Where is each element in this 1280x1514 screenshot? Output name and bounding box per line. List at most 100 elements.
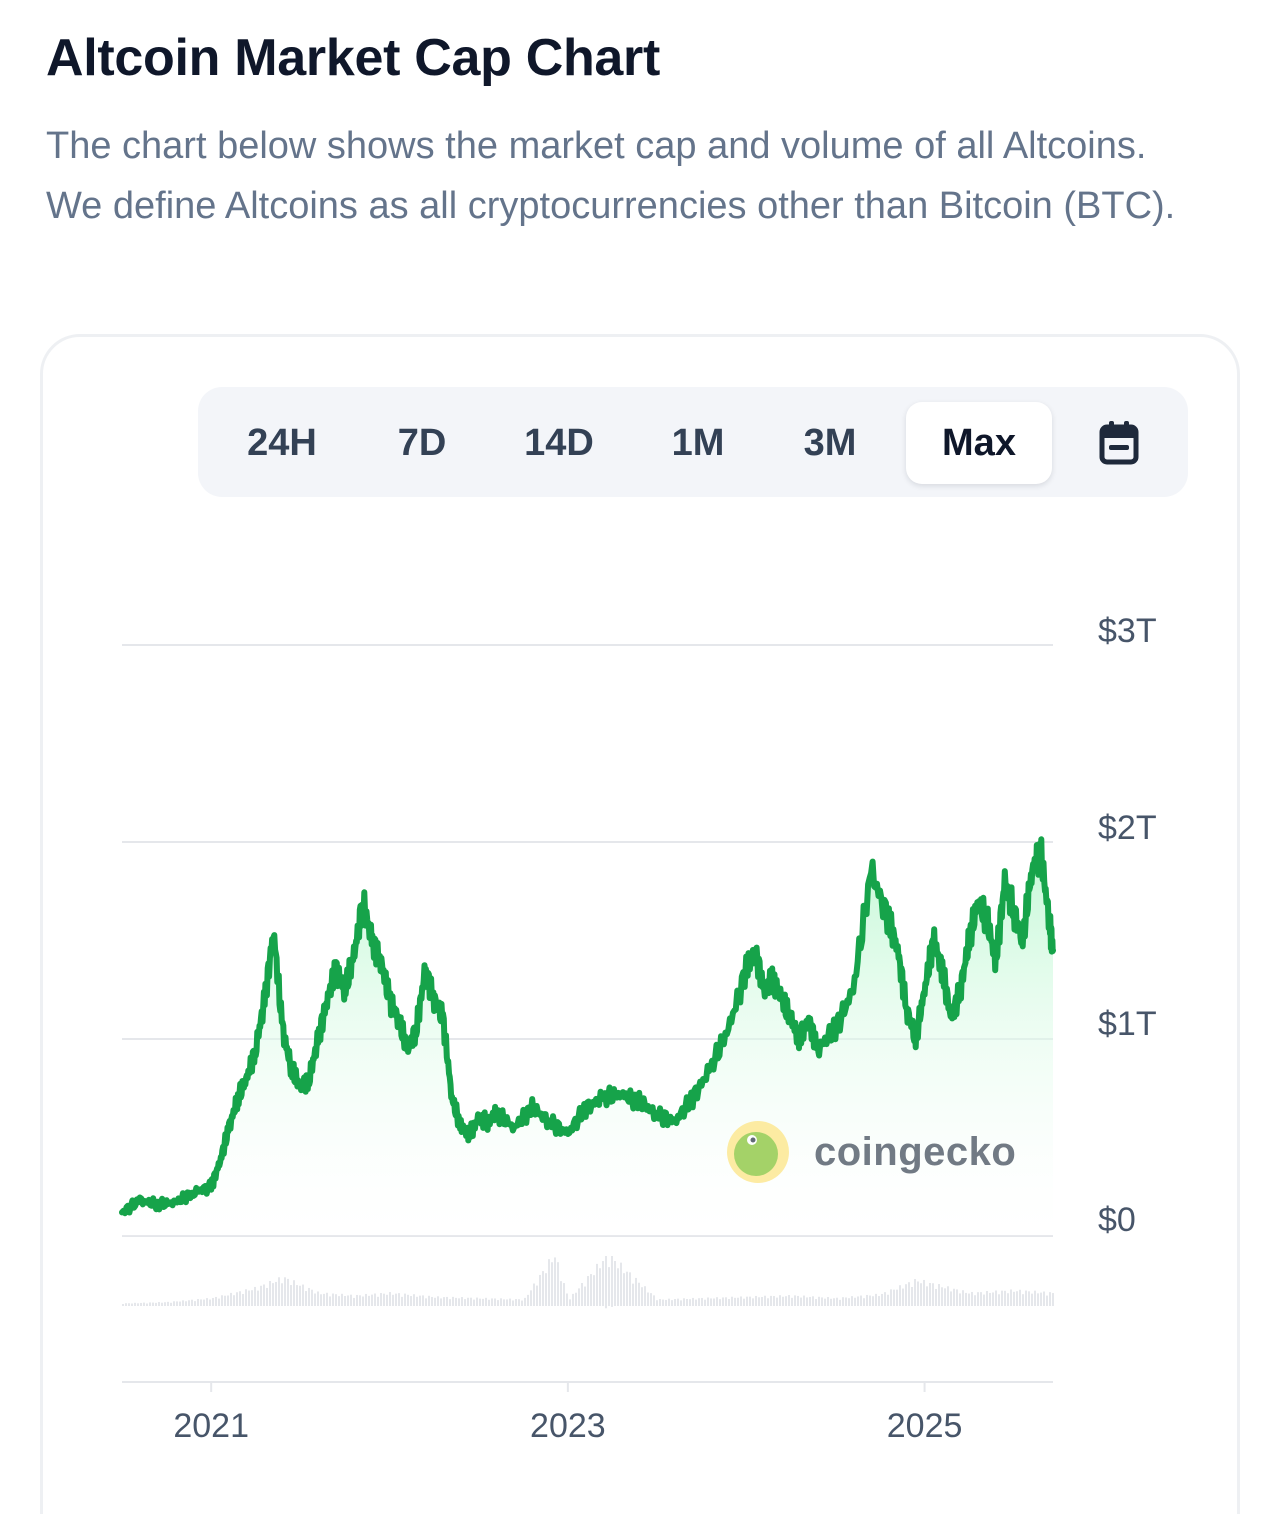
volume-bar xyxy=(938,1284,940,1306)
volume-bar xyxy=(779,1295,781,1306)
volume-bar xyxy=(275,1281,277,1306)
volume-bar xyxy=(197,1299,199,1306)
volume-bar xyxy=(1031,1293,1033,1306)
range-3m-button[interactable]: 3M xyxy=(803,422,857,464)
volume-bar xyxy=(209,1299,211,1306)
volume-bar xyxy=(764,1295,766,1306)
volume-bar xyxy=(296,1285,298,1306)
volume-bar xyxy=(362,1296,364,1306)
volume-bar xyxy=(686,1298,688,1306)
volume-bar xyxy=(623,1273,625,1306)
volume-bar xyxy=(359,1295,361,1306)
volume-bar xyxy=(1025,1290,1027,1306)
volume-bar xyxy=(782,1296,784,1306)
volume-bar xyxy=(341,1293,343,1306)
volume-bar xyxy=(899,1285,901,1306)
volume-bar xyxy=(140,1302,142,1306)
volume-bar xyxy=(257,1290,259,1306)
volume-bar xyxy=(326,1292,328,1306)
volume-bar xyxy=(422,1295,424,1306)
range-7d-button[interactable]: 7D xyxy=(397,422,447,464)
volume-bar xyxy=(224,1295,226,1306)
range-selector: 24H 7D 14D 1M 3M Max xyxy=(198,387,1188,497)
volume-bar xyxy=(920,1283,922,1306)
volume-bar xyxy=(905,1284,907,1306)
x-tick-label-2023: 2023 xyxy=(530,1407,606,1445)
volume-bar xyxy=(416,1296,418,1306)
range-1m-button[interactable]: 1M xyxy=(671,422,725,464)
volume-bar xyxy=(569,1299,571,1306)
volume-bar xyxy=(659,1299,661,1306)
volume-bar xyxy=(911,1286,913,1306)
volume-bar xyxy=(146,1303,148,1306)
volume-bar xyxy=(644,1286,646,1306)
volume-bar xyxy=(194,1301,196,1306)
volume-bar xyxy=(470,1297,472,1306)
y-tick-label-2t: $2T xyxy=(1098,809,1157,847)
volume-bar xyxy=(626,1271,628,1306)
volume-bar xyxy=(227,1295,229,1306)
volume-bar xyxy=(248,1290,250,1306)
volume-bar xyxy=(287,1278,289,1306)
volume-bar xyxy=(425,1298,427,1306)
volume-bar xyxy=(941,1287,943,1306)
volume-bar xyxy=(260,1285,262,1306)
volume-bar xyxy=(947,1286,949,1306)
volume-bar xyxy=(488,1299,490,1306)
volume-bar xyxy=(185,1301,187,1306)
range-24h-button[interactable]: 24H xyxy=(247,422,317,464)
volume-bar xyxy=(773,1296,775,1306)
volume-bar xyxy=(356,1294,358,1306)
volume-bar xyxy=(122,1303,124,1306)
volume-bar xyxy=(965,1292,967,1306)
volume-bar xyxy=(134,1302,136,1306)
volume-bar xyxy=(1034,1290,1036,1306)
volume-bar xyxy=(767,1298,769,1306)
volume-bar xyxy=(695,1299,697,1306)
volume-bar xyxy=(710,1298,712,1306)
volume-bar xyxy=(785,1296,787,1306)
volume-bar xyxy=(272,1283,274,1306)
volume-bar xyxy=(653,1295,655,1306)
volume-bar xyxy=(386,1294,388,1306)
volume-bar xyxy=(281,1283,283,1306)
volume-bar xyxy=(926,1286,928,1306)
volume-bar xyxy=(737,1297,739,1306)
volume-bar xyxy=(533,1283,535,1306)
volume-bar xyxy=(167,1301,169,1306)
volume-bar xyxy=(863,1298,865,1306)
volume-bar xyxy=(536,1285,538,1306)
range-14d-button[interactable]: 14D xyxy=(524,422,594,464)
volume-bar xyxy=(245,1289,247,1306)
x-tick-label-2021: 2021 xyxy=(173,1407,249,1445)
volume-bar xyxy=(374,1293,376,1306)
volume-bar xyxy=(929,1282,931,1306)
volume-bar xyxy=(743,1298,745,1306)
volume-bar xyxy=(1022,1294,1024,1306)
volume-bar xyxy=(353,1297,355,1306)
volume-bar xyxy=(137,1303,139,1306)
x-tick-label-2025: 2025 xyxy=(887,1407,963,1445)
volume-bar xyxy=(521,1300,523,1306)
volume-bar xyxy=(491,1298,493,1306)
volume-bar xyxy=(830,1298,832,1306)
volume-bar xyxy=(836,1297,838,1306)
volume-bar xyxy=(404,1293,406,1306)
calendar-icon xyxy=(1099,421,1139,465)
range-max-button[interactable]: Max xyxy=(906,402,1052,484)
calendar-button[interactable] xyxy=(1086,402,1152,484)
volume-bar xyxy=(605,1256,607,1309)
volume-bar xyxy=(458,1298,460,1306)
volume-bar xyxy=(983,1294,985,1306)
volume-bar xyxy=(590,1274,592,1306)
volume-bar xyxy=(401,1296,403,1306)
watermark-text: coingecko xyxy=(814,1129,1017,1174)
volume-bar xyxy=(344,1296,346,1306)
volume-bar xyxy=(902,1288,904,1306)
volume-bar xyxy=(848,1298,850,1306)
volume-bar xyxy=(719,1299,721,1306)
volume-bar xyxy=(191,1299,193,1306)
volume-bar xyxy=(698,1298,700,1306)
volume-bar xyxy=(896,1289,898,1306)
volume-bar xyxy=(1016,1291,1018,1306)
